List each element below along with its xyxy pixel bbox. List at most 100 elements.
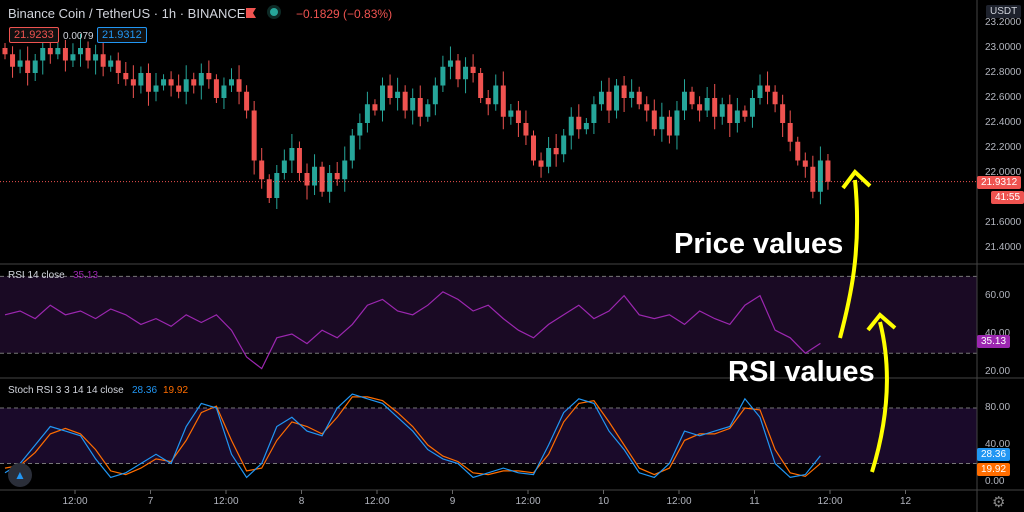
market-status-icon — [270, 8, 278, 16]
candle — [138, 66, 144, 94]
time-tick: 8 — [298, 496, 305, 507]
candle — [357, 113, 363, 150]
flag-icon[interactable] — [246, 8, 256, 18]
candle — [78, 34, 83, 67]
candle — [704, 87, 710, 117]
candle — [183, 65, 189, 105]
candle — [636, 86, 642, 110]
candle — [108, 55, 114, 72]
candle — [410, 88, 416, 125]
candle — [478, 68, 484, 103]
candle — [372, 99, 378, 116]
candle — [334, 162, 340, 186]
last-price-label: 21.9312 — [977, 176, 1022, 189]
candle — [591, 96, 597, 134]
stoch-tick: 80.00 — [985, 402, 1011, 413]
price-values-annotation: Price values — [674, 228, 844, 260]
candle — [266, 174, 272, 203]
candle — [500, 71, 506, 130]
candle — [674, 101, 680, 150]
candle — [787, 110, 793, 152]
time-tick: 12:00 — [666, 496, 692, 507]
settings-gear-icon[interactable]: ⚙ — [992, 494, 1006, 511]
price-arrowhead-icon — [841, 169, 872, 190]
candle — [115, 52, 121, 84]
candle — [447, 46, 453, 80]
candle — [145, 63, 151, 106]
candle — [561, 129, 567, 163]
candle — [508, 104, 514, 125]
sell-price[interactable]: 21.9233 — [9, 27, 59, 43]
candle — [493, 74, 499, 111]
candle — [213, 74, 219, 103]
stoch-band — [0, 408, 977, 464]
candle — [312, 154, 318, 195]
candle — [810, 155, 816, 199]
candle — [598, 80, 604, 111]
candle — [395, 77, 401, 111]
candle — [206, 60, 212, 89]
candle — [749, 90, 755, 128]
time-tick: 12:00 — [515, 496, 541, 507]
stoch-title[interactable]: Stoch RSI 3 3 14 14 close — [8, 385, 124, 396]
candle — [712, 84, 718, 130]
time-tick: 12:00 — [364, 496, 390, 507]
stoch-k-value: 28.36 — [132, 385, 158, 396]
candle — [274, 165, 280, 209]
candle — [425, 99, 431, 122]
stoch-k-line — [4, 393, 821, 479]
rsi-title[interactable]: RSI 14 close — [8, 270, 65, 281]
candle — [244, 85, 250, 119]
candle — [568, 107, 574, 150]
candle — [780, 94, 786, 137]
candle — [25, 46, 31, 86]
candle — [795, 136, 801, 166]
candle — [2, 43, 8, 60]
candle — [281, 149, 287, 180]
candle — [697, 96, 703, 122]
rsi-value-label: 35.13 — [977, 335, 1011, 348]
candle — [432, 77, 438, 116]
candle — [485, 90, 491, 116]
candle — [17, 49, 23, 74]
candle — [221, 77, 227, 109]
rsi-band — [0, 276, 977, 354]
candle — [40, 38, 46, 75]
candle — [825, 154, 831, 190]
candle — [802, 152, 808, 178]
time-tick: 12:00 — [213, 496, 239, 507]
tradingview-logo[interactable]: ▲ — [8, 463, 32, 487]
candle — [319, 161, 325, 197]
candle — [689, 86, 695, 110]
candle — [583, 118, 589, 135]
price-arrow — [838, 179, 860, 339]
candle — [440, 55, 446, 92]
candle — [538, 152, 544, 178]
candle — [531, 130, 536, 166]
rsi-arrow — [870, 321, 889, 473]
candle — [123, 62, 129, 86]
candle — [719, 97, 725, 125]
currency-label[interactable]: USDT — [986, 5, 1022, 18]
time-tick: 11 — [749, 496, 760, 507]
candle — [176, 74, 182, 99]
candle — [85, 41, 91, 69]
buy-price[interactable]: 21.9312 — [97, 27, 147, 43]
candle — [130, 65, 136, 98]
rsi-tick: 60.00 — [985, 289, 1011, 301]
symbol-title[interactable]: Binance Coin / TetherUS · 1h · BINANCE — [8, 6, 246, 21]
candle — [765, 71, 771, 105]
candle — [349, 129, 355, 169]
candle — [606, 77, 612, 123]
price-change: −0.1829 (−0.83%) — [296, 7, 393, 21]
candle — [621, 76, 627, 112]
candle — [757, 74, 763, 105]
candle — [455, 54, 461, 88]
candle — [289, 134, 295, 173]
rsi-values-annotation: RSI values — [728, 356, 875, 388]
candle — [546, 137, 552, 174]
candle — [55, 43, 61, 60]
stoch-d-line — [4, 396, 821, 478]
candle — [198, 63, 204, 100]
